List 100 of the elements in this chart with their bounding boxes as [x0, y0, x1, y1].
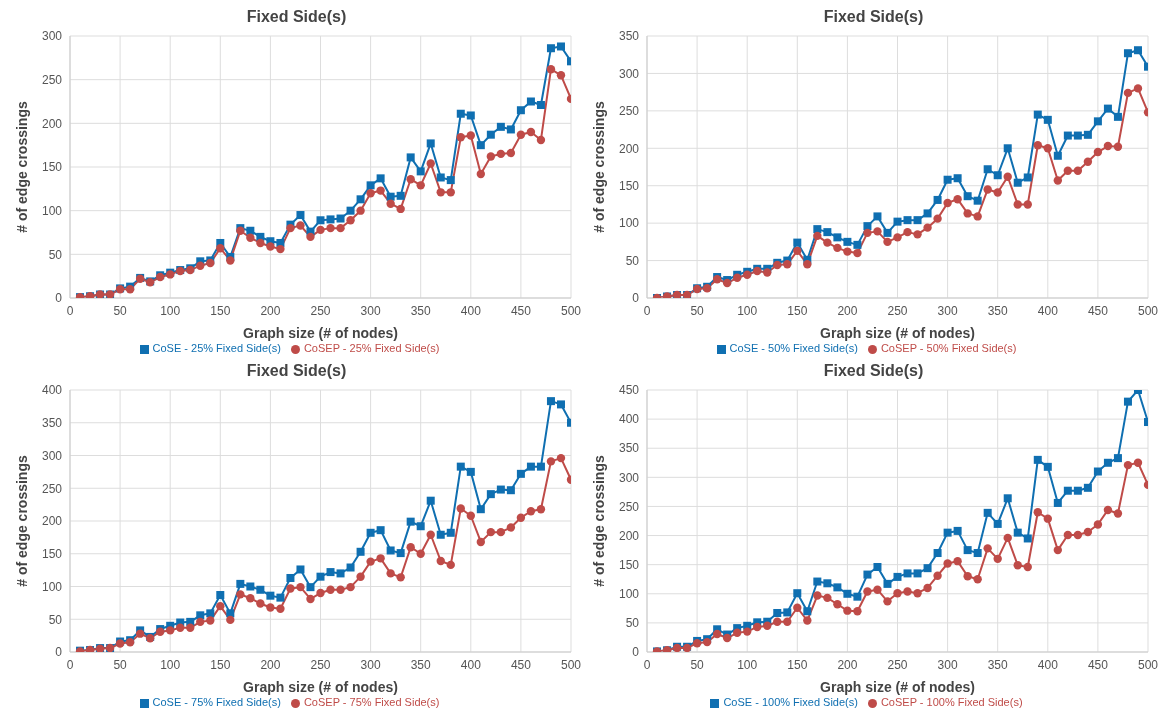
point [526, 462, 535, 471]
point [953, 556, 962, 566]
point [1103, 141, 1113, 151]
point [1113, 454, 1122, 463]
point [1043, 144, 1052, 153]
point [186, 623, 195, 632]
point [506, 125, 515, 134]
point [813, 231, 822, 241]
point [1083, 527, 1093, 537]
y-tick-label: 100 [41, 203, 63, 218]
x-tick-label: 200 [837, 657, 858, 672]
point [893, 572, 902, 581]
point [993, 188, 1002, 197]
y-tick-label: 300 [41, 448, 63, 463]
point [276, 244, 285, 254]
point [793, 246, 802, 256]
point [446, 176, 455, 185]
point [476, 141, 485, 150]
point [1053, 176, 1063, 185]
legend-label: CoSE - 50% Fixed Side(s) [729, 342, 858, 354]
point [722, 633, 732, 643]
point [943, 559, 952, 568]
y-tick-label: 0 [55, 645, 63, 660]
x-axis-title: Graph size (# of nodes) [243, 679, 398, 695]
point [296, 582, 305, 592]
point [833, 600, 842, 609]
point [396, 204, 405, 214]
point [943, 528, 952, 537]
y-axis-title: # of edge crossings [590, 101, 607, 233]
point [1053, 545, 1063, 555]
x-axis-title: Graph size (# of nodes) [820, 325, 975, 341]
x-tick-label: 250 [310, 657, 331, 672]
point [763, 268, 772, 277]
point [506, 523, 516, 532]
point [226, 609, 235, 618]
point [1023, 200, 1032, 209]
x-tick-label: 150 [210, 657, 231, 672]
y-tick-label: 350 [618, 29, 640, 44]
x-tick-label: 200 [837, 303, 858, 318]
point [843, 589, 852, 598]
point [316, 588, 325, 598]
point [963, 546, 972, 555]
point [883, 237, 892, 247]
point [386, 546, 395, 555]
point [406, 175, 415, 184]
point [783, 617, 792, 626]
point [883, 228, 892, 237]
point [206, 616, 215, 625]
point [266, 242, 275, 251]
x-tick-label: 500 [1137, 303, 1159, 318]
point [276, 593, 285, 602]
point [416, 167, 425, 176]
point [843, 247, 852, 256]
y-tick-label: 50 [48, 247, 63, 262]
point [476, 537, 486, 547]
point [556, 42, 565, 51]
point [1043, 514, 1052, 523]
point [1093, 520, 1103, 529]
point [346, 563, 355, 572]
x-tick-label: 400 [1037, 303, 1059, 318]
point [466, 511, 475, 520]
x-tick-label: 450 [1087, 657, 1109, 672]
y-tick-label: 250 [41, 481, 63, 496]
x-tick-label: 350 [410, 303, 432, 318]
x-tick-label: 100 [737, 303, 758, 318]
point [216, 591, 225, 600]
point [1073, 486, 1082, 495]
chart-title: Fixed Side(s) [822, 8, 925, 27]
point [1133, 458, 1143, 467]
y-tick-label: 100 [618, 216, 640, 231]
point [246, 233, 255, 242]
point [246, 594, 255, 603]
point [803, 607, 812, 616]
point [426, 496, 435, 505]
y-axis-title: # of edge crossings [590, 455, 607, 587]
x-tick-label: 500 [560, 657, 582, 672]
point [456, 504, 465, 513]
x-tick-label: 50 [113, 303, 128, 318]
point [1013, 528, 1022, 537]
point [416, 549, 425, 558]
point [1083, 483, 1092, 492]
point [406, 543, 415, 552]
x-tick-label: 100 [160, 657, 181, 672]
point [456, 462, 465, 471]
y-tick-label: 50 [625, 253, 640, 268]
point [1093, 147, 1103, 157]
point [416, 522, 425, 531]
y-tick-label: 350 [618, 441, 640, 456]
point [963, 209, 972, 218]
x-tick-label: 500 [1137, 657, 1159, 672]
point [1133, 46, 1142, 55]
legend-label: CoSE - 75% Fixed Side(s) [152, 696, 281, 708]
point [1073, 166, 1083, 175]
point [1123, 397, 1132, 406]
point [416, 181, 425, 190]
point [873, 227, 882, 236]
point [456, 133, 465, 142]
point [963, 192, 972, 201]
x-tick-label: 250 [310, 303, 331, 318]
point [256, 585, 265, 594]
